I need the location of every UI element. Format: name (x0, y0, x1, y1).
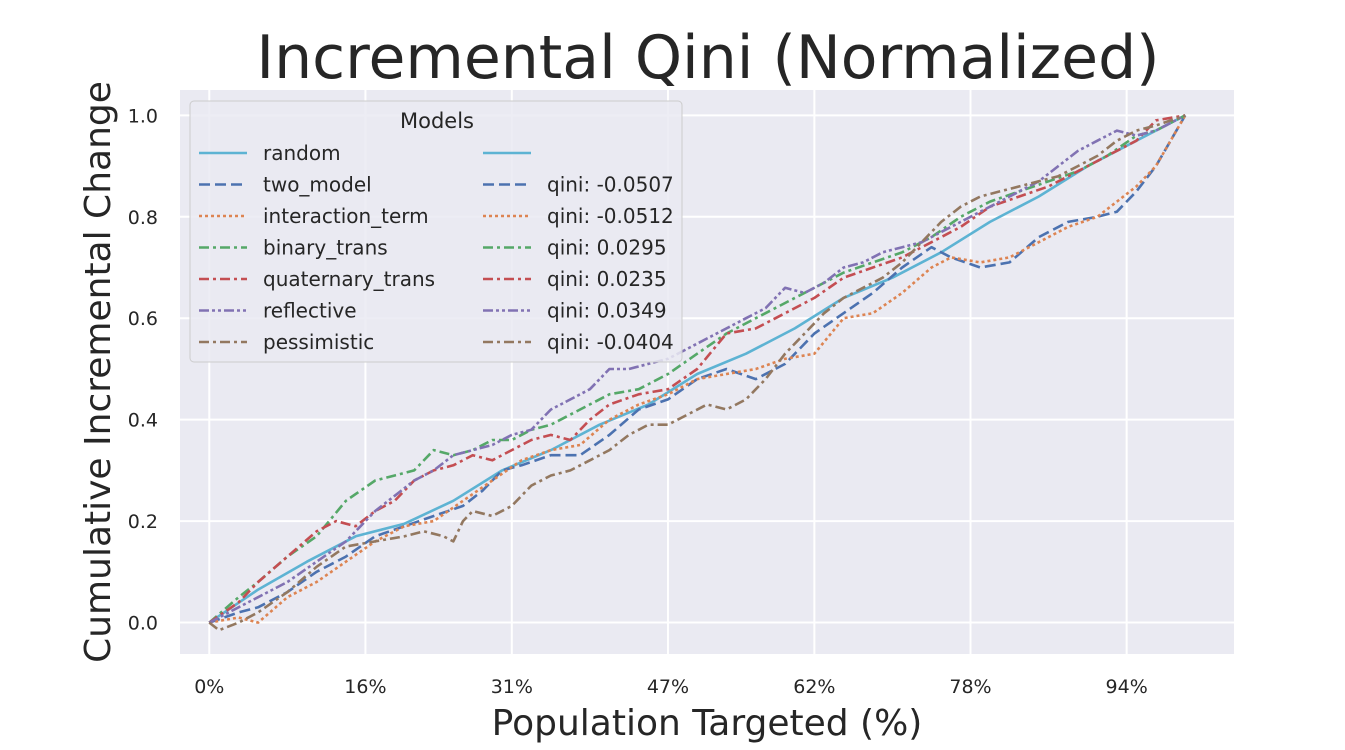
x-tick-label: 0% (194, 676, 224, 698)
x-tick-label: 47% (647, 676, 689, 698)
legend-title: Models (400, 109, 474, 133)
y-tick-label: 1.0 (128, 105, 158, 127)
legend-label-two-model: two_model (263, 173, 372, 197)
x-axis-label: Population Targeted (%) (492, 703, 923, 744)
chart-title: Incremental Qini (Normalized) (256, 23, 1159, 93)
legend-qini-quaternary-trans: qini: 0.0235 (547, 267, 667, 291)
legend-qini-binary-trans: qini: 0.0295 (547, 236, 667, 260)
legend-qini-reflective: qini: 0.0349 (547, 299, 667, 323)
legend-label-random: random (263, 141, 341, 165)
legend-qini-interaction-term: qini: -0.0512 (547, 204, 674, 228)
x-tick-label: 31% (491, 676, 533, 698)
x-tick-labels: 0% 16% 31% 47% 62% 78% 94% (194, 676, 1148, 698)
legend: Models random two_model qini: -0.0507 inter… (189, 100, 683, 363)
series-line-quaternary-trans (208, 114, 1186, 624)
legend-label-interaction-term: interaction_term (263, 204, 429, 228)
series-line-pessimistic (208, 114, 1186, 632)
legend-box (189, 100, 683, 363)
y-tick-label: 0.2 (128, 511, 158, 533)
x-tick-label: 78% (949, 676, 991, 698)
x-tick-label: 16% (344, 676, 386, 698)
series-line-interaction-term (209, 114, 1187, 624)
legend-label-quaternary-trans: quaternary_trans (263, 267, 435, 291)
legend-qini-pessimistic: qini: -0.0404 (547, 330, 674, 354)
y-tick-label: 0.4 (128, 410, 158, 432)
y-tick-label: 0.0 (128, 613, 158, 635)
legend-qini-two-model: qini: -0.0507 (547, 173, 674, 197)
y-tick-label: 0.8 (128, 207, 158, 229)
legend-label-reflective: reflective (263, 299, 357, 323)
y-axis-label: Cumulative Incremental Change (78, 81, 119, 663)
legend-label-binary-trans: binary_trans (263, 236, 388, 260)
x-tick-label: 62% (793, 676, 835, 698)
y-tick-label: 0.6 (128, 308, 158, 330)
series-line-random (208, 114, 1186, 624)
series-lines (208, 114, 1187, 632)
series-line-reflective (208, 114, 1186, 624)
x-tick-label: 94% (1106, 676, 1148, 698)
y-tick-labels: 0.0 0.2 0.4 0.6 0.8 1.0 (128, 105, 158, 634)
legend-label-pessimistic: pessimistic (263, 330, 374, 354)
